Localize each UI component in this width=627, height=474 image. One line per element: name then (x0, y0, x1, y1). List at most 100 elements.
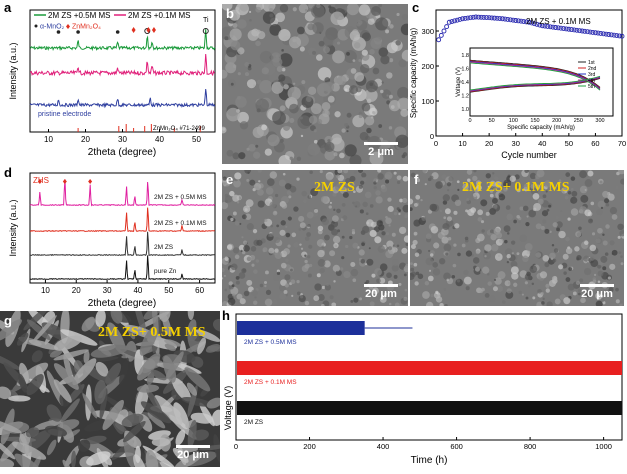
inset-x-tick-label: 50 (489, 118, 495, 124)
sem-grain (298, 228, 302, 231)
x-axis-label: Cycle number (501, 150, 557, 160)
inset-charge-curve (469, 76, 601, 92)
capacity-point (577, 28, 582, 34)
sem-grain (270, 224, 274, 228)
sem-grain (259, 283, 264, 288)
sem-grain (466, 170, 473, 175)
sem-grain (317, 259, 326, 267)
sem-grain (345, 244, 349, 249)
sem-grain (381, 231, 386, 236)
sem-grain (456, 180, 460, 184)
sem-grain (364, 191, 372, 199)
sem-grain (321, 285, 326, 290)
sem-grain (565, 247, 573, 255)
sem-grain (358, 114, 363, 119)
capacity-point (438, 32, 444, 38)
sem-flake (105, 363, 122, 385)
sem-grain (256, 29, 261, 34)
panel-g-label: g (4, 313, 12, 328)
sem-flake (26, 319, 51, 341)
sem-grain (272, 210, 278, 216)
sem-grain (484, 292, 490, 298)
alpha-mno2-marker (56, 30, 61, 34)
sem-grain (425, 233, 432, 240)
panel-a-label: a (4, 0, 12, 15)
sem-flake (184, 367, 211, 392)
sem-grain (453, 243, 457, 247)
sem-grain (524, 243, 533, 251)
sem-grain (617, 170, 624, 175)
sem-grain (454, 223, 460, 229)
sem-grain (549, 230, 552, 234)
sem-grain (253, 269, 258, 274)
sem-grain (579, 170, 587, 179)
sem-grain (376, 220, 384, 227)
sem-grain (580, 194, 589, 203)
trace-label: 2M ZS + 0.1M MS (154, 220, 207, 227)
series-line-0p1m (29, 53, 215, 77)
sem-grain (536, 170, 545, 178)
capacity-point (502, 16, 508, 22)
sem-grain (351, 228, 355, 233)
panel-a-chart: 2M ZS +0.5M MS 2M ZS +0.1M MS α-MnO₂ ZnMn₂O… (8, 9, 216, 158)
sem-grain (261, 124, 268, 131)
inset-discharge-curve (469, 61, 601, 90)
x-tick-label: 50 (192, 135, 201, 144)
sem-flake (19, 433, 27, 445)
sem-grain (446, 278, 449, 282)
sem-grain (432, 268, 441, 276)
sem-grain (380, 55, 390, 65)
sem-flake (0, 386, 12, 400)
sem-grain (268, 247, 275, 254)
sem-flake (46, 404, 62, 422)
capacity-point (436, 37, 442, 43)
sem-flake (62, 459, 72, 467)
sem-grain (593, 273, 597, 276)
sem-grain (494, 253, 503, 261)
sem-grain (494, 277, 502, 285)
sem-grain (243, 240, 248, 245)
sem-grain (298, 215, 305, 222)
inset-legend-label: 5th (588, 84, 595, 90)
x-tick-label: 0 (434, 139, 438, 148)
sem-grain (400, 23, 408, 36)
sem-grain (361, 102, 371, 112)
capacity-point (507, 17, 513, 23)
sem-grain (402, 152, 408, 157)
sem-grain (232, 194, 240, 202)
sem-grain (259, 50, 273, 64)
sem-grain (532, 296, 536, 300)
sem-grain (544, 262, 550, 268)
sem-grain (425, 257, 434, 266)
sem-grain (261, 67, 269, 75)
sem-flake (28, 339, 59, 350)
sem-grain (420, 170, 428, 174)
panel-h: 2M ZS + 0.5M MS 2M ZS + 0.1M MS 2M ZS 0 200 4… (222, 308, 627, 469)
sem-flake (165, 351, 184, 380)
sem-grain (345, 177, 351, 184)
capacity-point (521, 19, 527, 24)
sem-grain (373, 221, 378, 226)
inset-y-tick-label: 1.2 (461, 94, 469, 100)
sem-grain (240, 249, 243, 252)
x-tick-label: 600 (450, 442, 463, 451)
sem-grain (257, 200, 265, 208)
x-tick-label: 10 (44, 135, 53, 144)
sem-grain (361, 49, 368, 56)
sem-grain (444, 303, 448, 306)
sem-grain (516, 214, 520, 219)
sem-grain (361, 172, 367, 178)
sem-flake (173, 402, 189, 430)
sem-grain (324, 234, 330, 241)
x-tick-label: 10 (41, 286, 50, 295)
sem-grain (477, 209, 484, 216)
sem-grain (447, 237, 452, 241)
sem-grain (324, 77, 331, 83)
xrd-trace (29, 179, 216, 207)
sem-grain (226, 149, 234, 157)
sem-grain (289, 103, 299, 114)
sem-grain (378, 47, 389, 57)
sem-grain (256, 79, 262, 85)
sem-grain (282, 172, 286, 176)
inset-charge-curve (469, 78, 601, 93)
